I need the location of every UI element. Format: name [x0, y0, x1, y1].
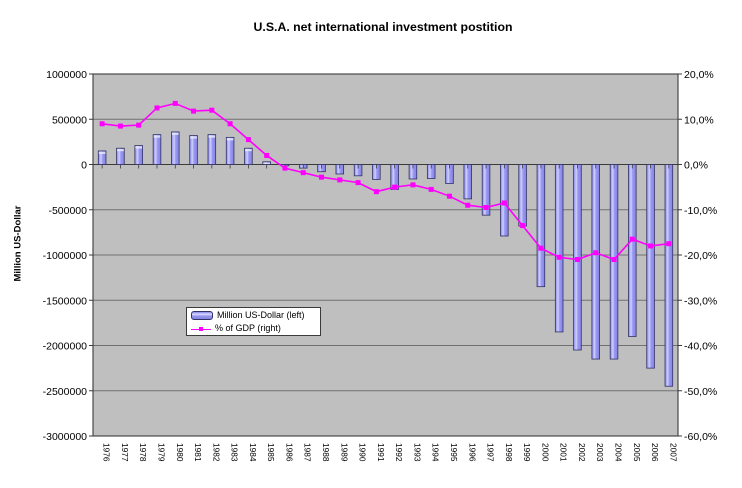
svg-text:1981: 1981	[193, 443, 203, 462]
svg-text:-50,0%: -50,0%	[684, 386, 717, 398]
svg-text:0: 0	[81, 160, 87, 172]
svg-text:-30,0%: -30,0%	[684, 295, 717, 307]
svg-text:2004: 2004	[614, 443, 624, 462]
svg-text:500000: 500000	[52, 114, 87, 126]
svg-text:1985: 1985	[266, 443, 276, 462]
svg-text:20,0%: 20,0%	[684, 69, 714, 81]
svg-text:1997: 1997	[486, 443, 496, 462]
svg-text:1991: 1991	[376, 443, 386, 462]
svg-text:2002: 2002	[577, 443, 587, 462]
svg-text:1977: 1977	[120, 443, 130, 462]
svg-text:0,0%: 0,0%	[684, 160, 708, 172]
svg-text:-1500000: -1500000	[43, 295, 88, 307]
svg-text:1982: 1982	[211, 443, 221, 462]
svg-text:1986: 1986	[284, 443, 294, 462]
svg-text:1976: 1976	[102, 443, 112, 462]
svg-text:-1000000: -1000000	[43, 250, 88, 262]
svg-text:2003: 2003	[595, 443, 605, 462]
svg-text:1979: 1979	[156, 443, 166, 462]
svg-text:-40,0%: -40,0%	[684, 341, 717, 353]
svg-text:10,0%: 10,0%	[684, 114, 714, 126]
svg-text:2005: 2005	[632, 443, 642, 462]
svg-text:1984: 1984	[248, 443, 258, 462]
svg-text:1996: 1996	[467, 443, 477, 462]
svg-text:-10,0%: -10,0%	[684, 205, 717, 217]
svg-text:1978: 1978	[138, 443, 148, 462]
svg-text:1992: 1992	[394, 443, 404, 462]
svg-text:-60,0%: -60,0%	[684, 431, 717, 443]
svg-text:1988: 1988	[321, 443, 331, 462]
svg-text:1995: 1995	[449, 443, 459, 462]
svg-text:-500000: -500000	[48, 205, 87, 217]
svg-text:2000: 2000	[540, 443, 550, 462]
svg-text:1999: 1999	[522, 443, 532, 462]
svg-text:1998: 1998	[504, 443, 514, 462]
svg-text:-2500000: -2500000	[43, 386, 88, 398]
svg-text:-2000000: -2000000	[43, 341, 88, 353]
svg-text:1993: 1993	[412, 443, 422, 462]
svg-text:1990: 1990	[358, 443, 368, 462]
svg-text:1000000: 1000000	[46, 69, 87, 81]
svg-text:1983: 1983	[230, 443, 240, 462]
svg-text:2006: 2006	[650, 443, 660, 462]
svg-text:1994: 1994	[431, 443, 441, 462]
svg-text:-20,0%: -20,0%	[684, 250, 717, 262]
svg-text:1980: 1980	[175, 443, 185, 462]
svg-text:2001: 2001	[559, 443, 569, 462]
svg-text:-3000000: -3000000	[43, 431, 88, 443]
svg-text:2007: 2007	[668, 443, 678, 462]
svg-text:1989: 1989	[339, 443, 349, 462]
svg-text:1987: 1987	[303, 443, 313, 462]
